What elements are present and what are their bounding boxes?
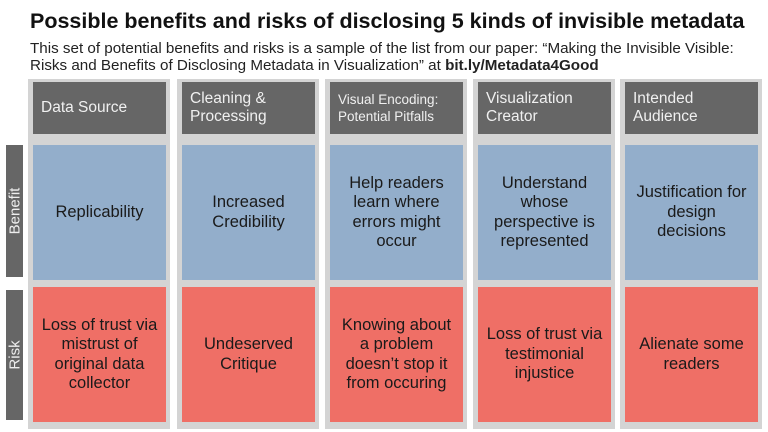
subtitle-line-1: This set of potential benefits and risks…	[30, 40, 734, 57]
row-label-benefit-text: Benefit	[6, 187, 23, 235]
column-header: Visualization Creator	[478, 82, 611, 134]
column-header: Visual Encoding: Potential Pitfalls	[330, 82, 463, 134]
column-header: Intended Audience	[625, 82, 758, 134]
benefit-cell: Justification for design decisions	[625, 145, 758, 280]
risk-cell: Knowing about a problem doesn’t stop it …	[330, 287, 463, 422]
risk-cell: Loss of trust via testimonial injustice	[478, 287, 611, 422]
paper-link[interactable]: bit.ly/Metadata4Good	[445, 57, 599, 74]
metadata-column: Visual Encoding: Potential Pitfalls Help…	[325, 79, 467, 429]
row-label-risk: Risk	[6, 290, 23, 420]
column-header: Data Source	[33, 82, 166, 134]
page-title: Possible benefits and risks of disclosin…	[30, 9, 745, 33]
risk-cell: Alienate some readers	[625, 287, 758, 422]
metadata-column: Intended Audience Justification for desi…	[620, 79, 762, 429]
risk-cell: Loss of trust via mistrust of original d…	[33, 287, 166, 422]
benefit-cell: Increased Credibility	[182, 145, 315, 280]
metadata-column: Visualization Creator Understand whose p…	[473, 79, 615, 429]
benefit-cell: Help readers learn where errors might oc…	[330, 145, 463, 280]
row-label-risk-text: Risk	[6, 340, 23, 370]
column-header: Cleaning & Processing	[182, 82, 315, 134]
risk-cell: Undeserved Critique	[182, 287, 315, 422]
subtitle-text: Risks and Benefits of Disclosing Metadat…	[30, 57, 446, 74]
subtitle: This set of potential benefits and risks…	[30, 40, 734, 74]
benefit-cell: Understand whose perspective is represen…	[478, 145, 611, 280]
metadata-column: Data Source Replicability Loss of trust …	[28, 79, 170, 429]
subtitle-line-2: Risks and Benefits of Disclosing Metadat…	[30, 57, 734, 74]
row-label-benefit: Benefit	[6, 145, 23, 277]
benefit-cell: Replicability	[33, 145, 166, 280]
metadata-column: Cleaning & Processing Increased Credibil…	[177, 79, 319, 429]
